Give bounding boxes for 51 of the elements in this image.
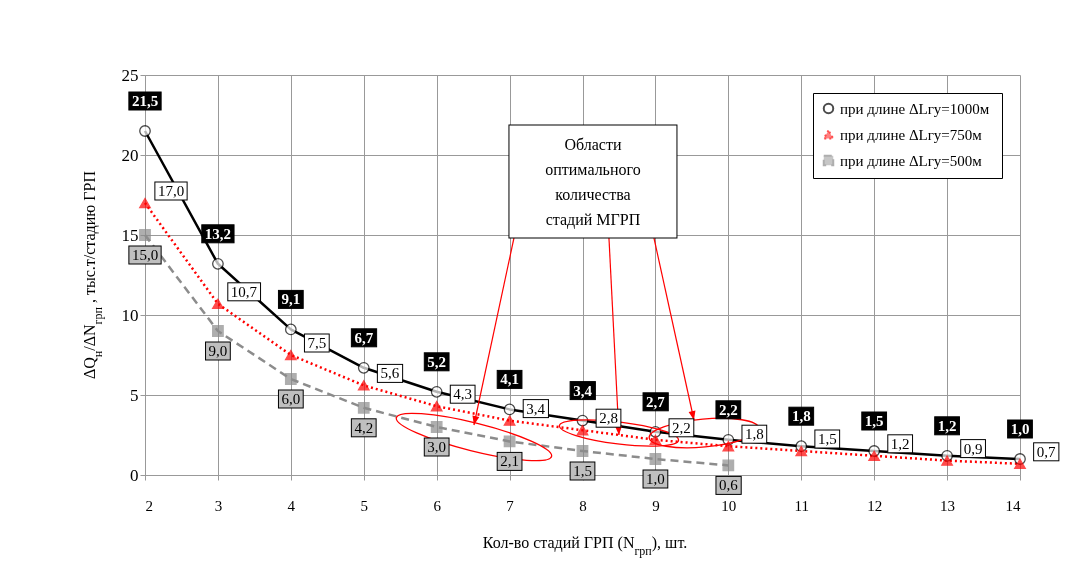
x-tick-label: 4 xyxy=(287,497,296,514)
legend-label: при длине ΔLгу=750м xyxy=(840,126,983,143)
x-tick-label: 6 xyxy=(433,497,442,514)
x-tick-label: 10 xyxy=(721,497,737,514)
point xyxy=(795,445,808,457)
y-tick-label: 15 xyxy=(121,225,139,245)
point xyxy=(357,380,370,391)
point xyxy=(576,425,589,436)
note-box: Области оптимального количества стадий МГРП xyxy=(508,124,678,239)
point xyxy=(139,125,151,137)
x-tick-label: 5 xyxy=(360,497,368,514)
x-tick-label: 9 xyxy=(652,497,660,514)
y-tick-label: 0 xyxy=(130,465,139,485)
y-tick-label: 5 xyxy=(130,385,139,405)
point xyxy=(503,403,516,416)
point xyxy=(649,453,662,465)
x-tick-label: 7 xyxy=(506,497,515,514)
point xyxy=(212,298,224,309)
x-tick-label: 8 xyxy=(579,497,587,514)
y-tick-label: 25 xyxy=(121,65,139,85)
point xyxy=(722,459,735,472)
point xyxy=(212,257,224,270)
point xyxy=(503,415,516,426)
point xyxy=(430,385,443,398)
point xyxy=(357,401,370,414)
point xyxy=(139,229,151,241)
point xyxy=(284,349,297,361)
y-tick-label: 10 xyxy=(121,305,139,325)
x-tick-label: 11 xyxy=(794,497,809,514)
annotation: Области оптимального количества стадий МГРП xyxy=(545,136,641,229)
point xyxy=(357,361,370,374)
point xyxy=(941,455,953,466)
legend-label: при длине ΔLгу=500м xyxy=(840,152,983,169)
point xyxy=(284,323,297,336)
legend-label: при длине ΔLгу=1000м xyxy=(840,100,990,117)
point xyxy=(212,325,224,337)
point xyxy=(868,450,881,461)
x-tick-label: 14 xyxy=(1005,497,1021,514)
point xyxy=(430,401,443,412)
point xyxy=(1014,458,1026,469)
y-tick-label: 20 xyxy=(121,145,139,165)
point xyxy=(139,197,151,209)
point xyxy=(284,373,297,385)
x-tick-label: 13 xyxy=(940,497,956,514)
x-axis-title: Кол-во стадий ГРП (N$_{грп}$), шт. xyxy=(482,534,688,558)
x-tick-label: 2 xyxy=(145,497,153,514)
x-tick-label: 12 xyxy=(867,497,883,514)
point xyxy=(722,441,735,452)
point xyxy=(430,421,443,433)
x-tick-label: 3 xyxy=(214,497,223,514)
point xyxy=(576,445,589,457)
